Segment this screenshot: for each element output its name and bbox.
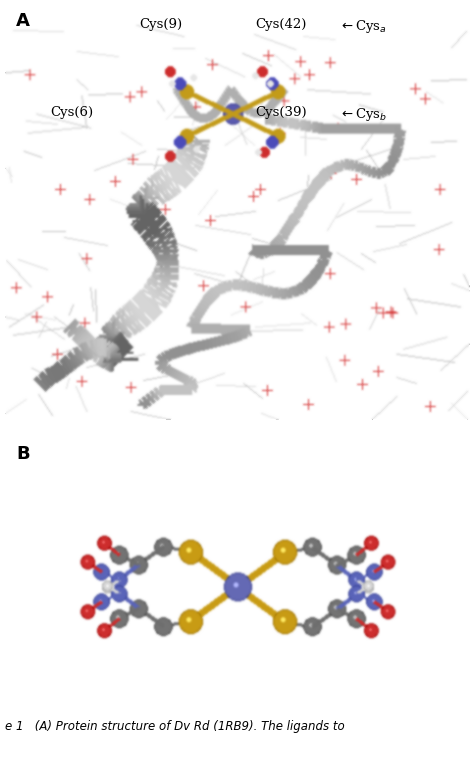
- Text: Cys(42): Cys(42): [255, 18, 307, 31]
- Text: B: B: [16, 444, 30, 462]
- Text: $\leftarrow$Cys$_{a}$: $\leftarrow$Cys$_{a}$: [339, 18, 387, 36]
- Text: Cys(39): Cys(39): [255, 106, 307, 119]
- Text: A: A: [16, 12, 30, 30]
- Text: Cys(6): Cys(6): [51, 106, 94, 119]
- Text: $\leftarrow$Cys$_{b}$: $\leftarrow$Cys$_{b}$: [339, 106, 387, 123]
- Text: e 1   (A) Protein structure of Dv Rd (1RB9). The ligands to: e 1 (A) Protein structure of Dv Rd (1RB9…: [5, 720, 345, 734]
- Text: Cys(9): Cys(9): [139, 18, 182, 31]
